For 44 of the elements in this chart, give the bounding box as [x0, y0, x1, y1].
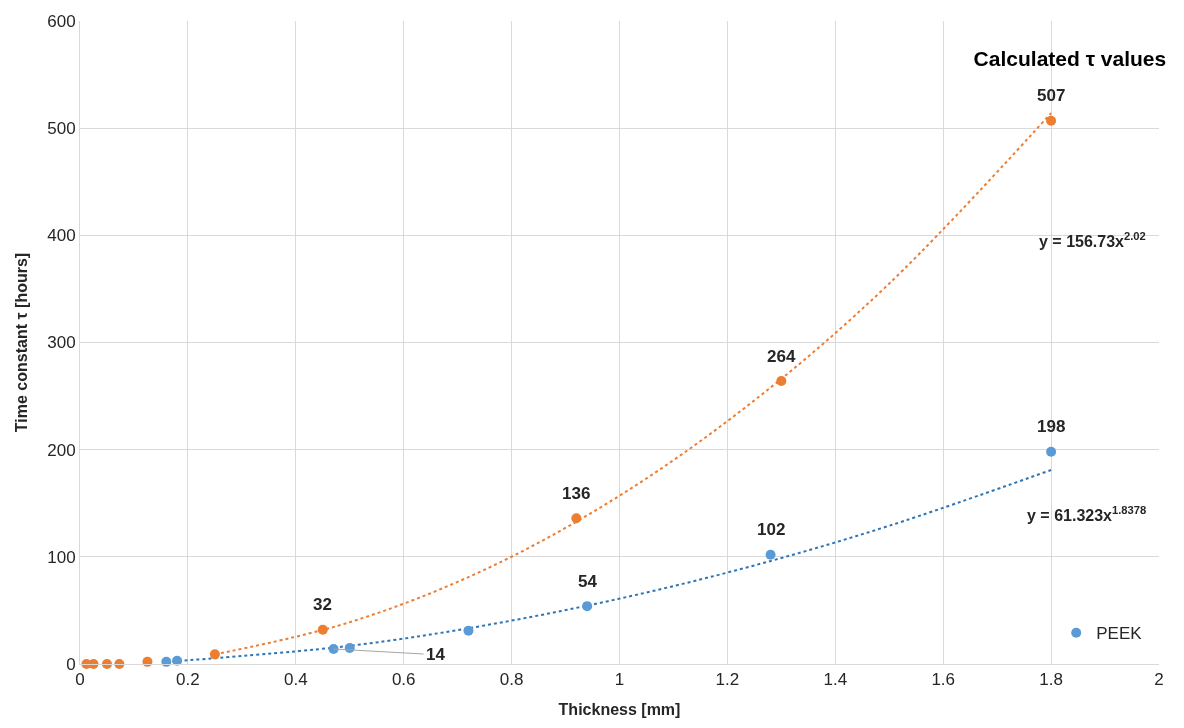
data-label: 14 [426, 645, 446, 664]
data-label: 54 [578, 572, 598, 591]
y-tick-label: 300 [47, 333, 76, 353]
annotation: y = 156.73x$^{2.02}$ [1039, 230, 1146, 250]
data-label: 102 [757, 520, 786, 539]
x-tick-label: 1 [614, 670, 625, 690]
point [209, 649, 220, 660]
data-label: 136 [562, 484, 591, 503]
x-tick-label: 1.8 [1039, 670, 1063, 690]
point [317, 624, 328, 635]
x-tick-label: 0.2 [176, 670, 200, 690]
point [328, 644, 339, 654]
x-tick-label: 0.6 [391, 670, 416, 690]
annotation: y = 61.323x$^{1.8378}$ [1027, 504, 1147, 524]
point [1046, 115, 1057, 126]
x-tick-label: 2 [1154, 670, 1164, 690]
point [571, 513, 582, 524]
y-tick-label: 400 [47, 226, 76, 246]
x-tick-label: 1.2 [715, 670, 740, 690]
x-axis-title: Thickness [mm] [558, 701, 681, 719]
data-label: 264 [767, 347, 796, 366]
legend-label: PEEK [1096, 624, 1143, 644]
point [101, 659, 112, 669]
x-tick-label: 1.4 [823, 670, 848, 690]
point [172, 655, 183, 666]
y-tick-label: 0 [66, 654, 76, 674]
text: Calculated τ values [973, 46, 1167, 70]
data-label: 32 [313, 595, 332, 614]
y-tick-label: 500 [47, 119, 76, 139]
point [582, 601, 593, 612]
point [463, 625, 474, 636]
y-tick-label: 100 [47, 547, 76, 567]
y-tick-label: 600 [47, 11, 76, 31]
point [776, 376, 787, 387]
point [161, 656, 172, 667]
x-tick-label: 1.6 [931, 670, 956, 690]
x-tick-label: 0.4 [283, 670, 308, 690]
data-label: 507 [1037, 86, 1066, 105]
x-tick-label: 0.8 [499, 670, 524, 690]
y-axis-title: Time constant τ [hours] [13, 252, 31, 433]
point [1046, 446, 1057, 457]
y-tick-label: 200 [47, 440, 76, 460]
data-label: 198 [1037, 417, 1066, 436]
point [765, 549, 776, 560]
